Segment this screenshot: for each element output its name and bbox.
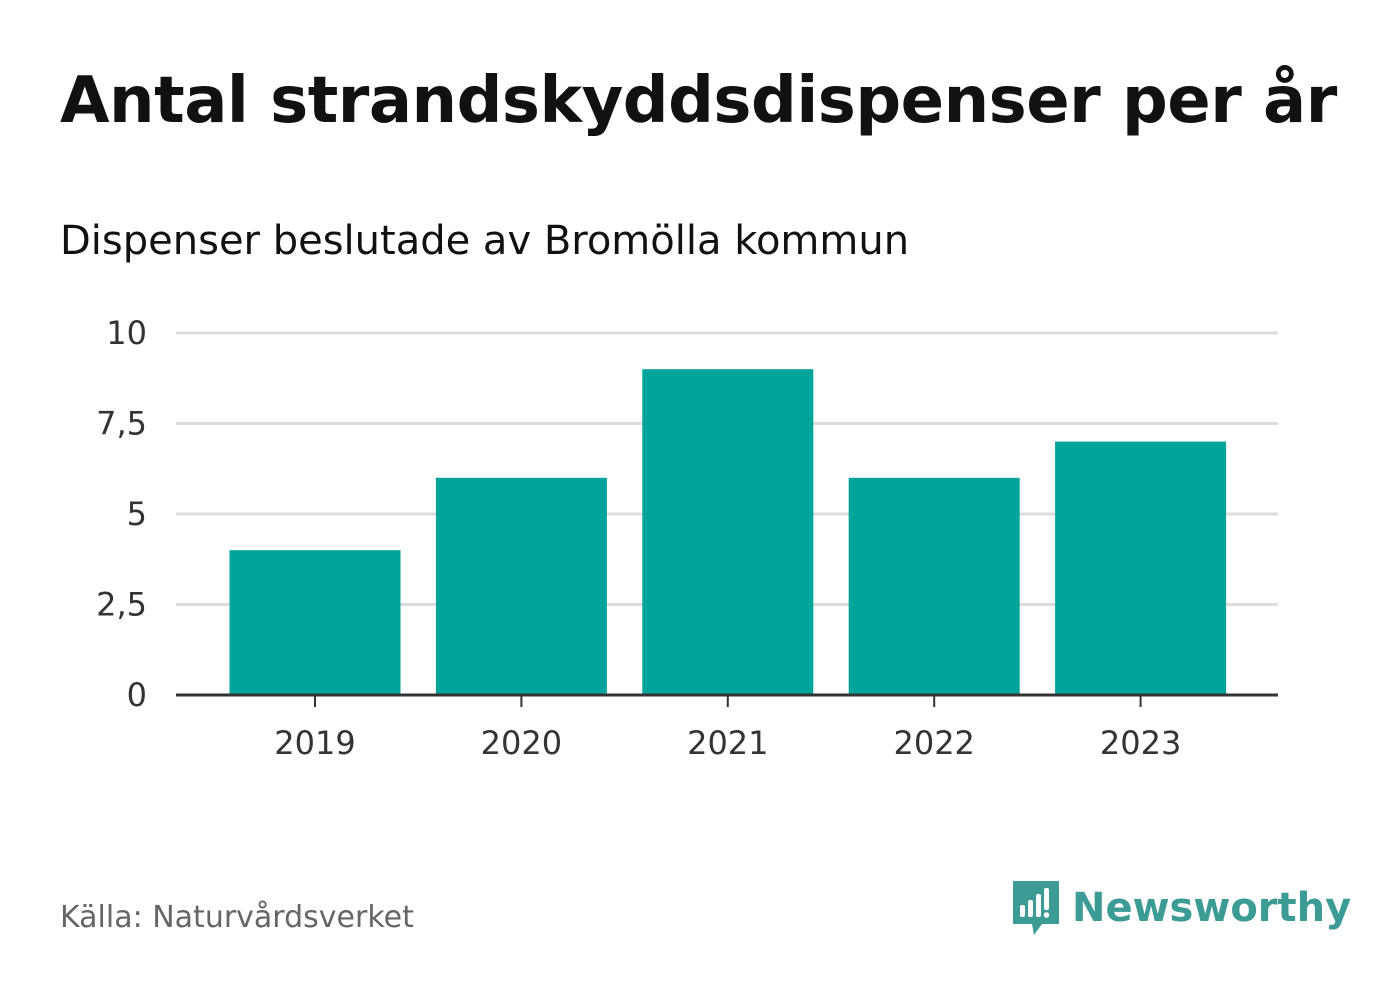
bar-2023 [1055, 441, 1227, 695]
x-tick-label: 2020 [481, 724, 562, 762]
bar-2019 [229, 550, 401, 695]
y-tick-label: 2,5 [96, 586, 147, 624]
y-tick-label: 10 [106, 314, 147, 352]
chart-title: Antal strandskyddsdispenser per år [60, 64, 1337, 138]
y-axis-labels: 0 2,5 5 7,5 10 [96, 314, 147, 714]
y-tick-label: 0 [127, 676, 147, 714]
x-axis-labels: 2019 2020 2021 2022 2023 [274, 724, 1181, 762]
bar-2020 [435, 477, 607, 695]
newsworthy-icon [1013, 881, 1059, 935]
brand-logo: Newsworthy [1010, 878, 1351, 938]
x-tick-label: 2019 [274, 724, 355, 762]
bar-2021 [642, 369, 814, 695]
bars [229, 369, 1227, 695]
x-tick-label: 2022 [893, 724, 974, 762]
brand-name: Newsworthy [1072, 885, 1352, 931]
source-note: Källa: Naturvårdsverket [60, 900, 414, 935]
bar-2022 [848, 477, 1020, 695]
x-tick-label: 2021 [687, 724, 768, 762]
y-tick-label: 7,5 [96, 405, 147, 443]
y-tick-label: 5 [127, 495, 147, 533]
chart-subtitle: Dispenser beslutade av Bromölla kommun [60, 218, 910, 264]
x-axis [176, 693, 1278, 707]
x-tick-label: 2023 [1100, 724, 1181, 762]
